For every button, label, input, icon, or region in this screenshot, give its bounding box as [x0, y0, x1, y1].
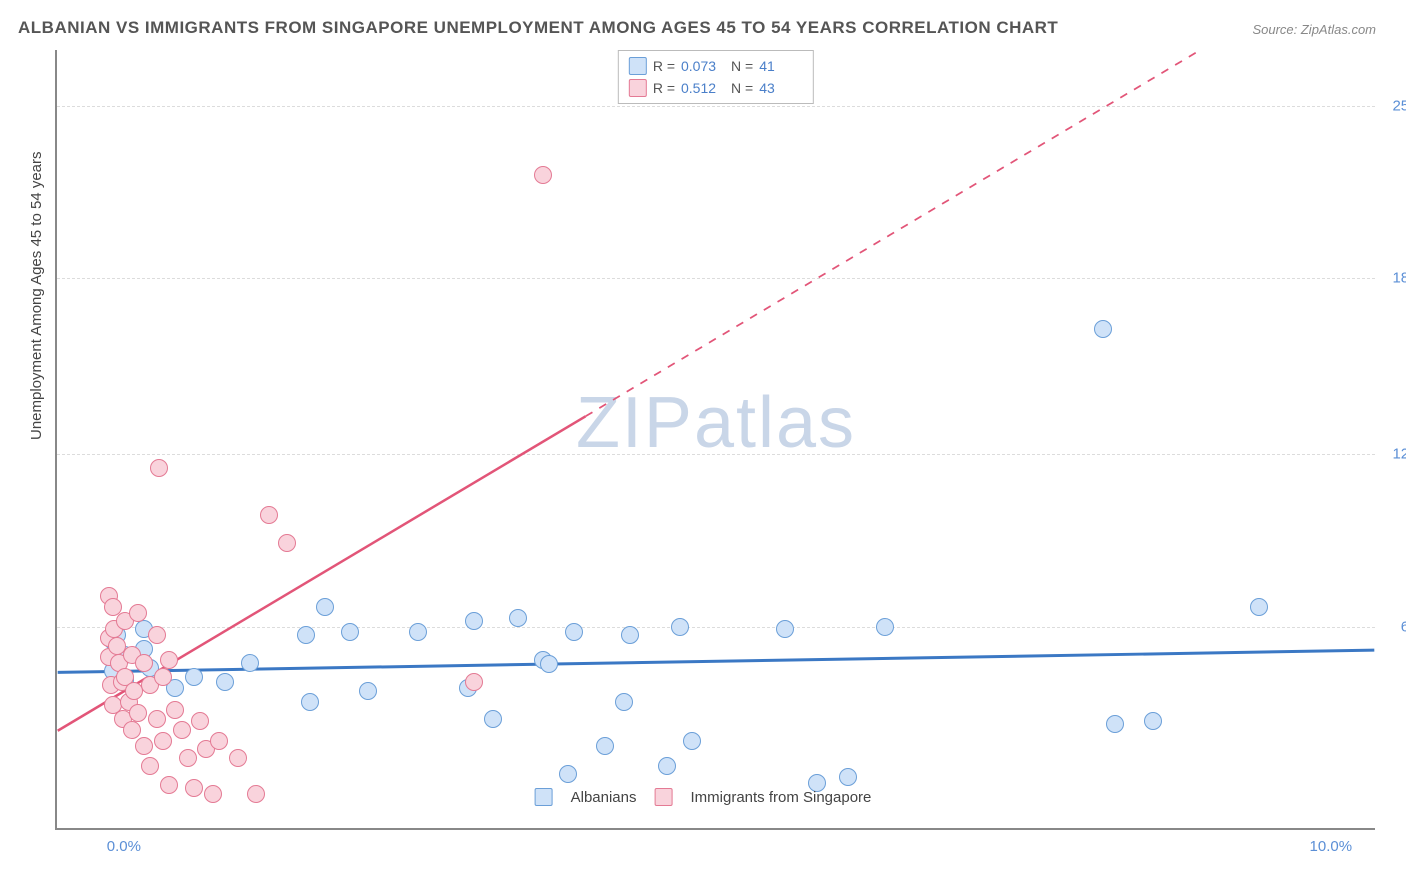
data-point-albanians: [621, 626, 639, 644]
data-point-singapore: [123, 721, 141, 739]
data-point-albanians: [1094, 320, 1112, 338]
data-point-albanians: [301, 693, 319, 711]
data-point-albanians: [241, 654, 259, 672]
data-point-albanians: [484, 710, 502, 728]
r-value-singapore: 0.512: [681, 80, 725, 96]
x-tick-label: 0.0%: [107, 838, 141, 855]
data-point-singapore: [154, 668, 172, 686]
data-point-albanians: [297, 626, 315, 644]
data-point-singapore: [141, 757, 159, 775]
data-point-singapore: [179, 749, 197, 767]
y-axis-label: Unemployment Among Ages 45 to 54 years: [28, 151, 45, 440]
series-legend: Albanians Immigrants from Singapore: [535, 788, 872, 806]
data-point-singapore: [154, 732, 172, 750]
data-point-singapore: [210, 732, 228, 750]
y-tick-label: 18.8%: [1380, 270, 1406, 287]
data-point-singapore: [247, 785, 265, 803]
data-point-albanians: [565, 623, 583, 641]
n-label: N =: [731, 58, 753, 74]
gridline: [57, 106, 1375, 107]
data-point-singapore: [135, 654, 153, 672]
legend-swatch-albanians: [535, 788, 553, 806]
data-point-albanians: [216, 673, 234, 691]
data-point-albanians: [185, 668, 203, 686]
gridline: [57, 454, 1375, 455]
n-value-albanians: 41: [759, 58, 803, 74]
data-point-albanians: [1144, 712, 1162, 730]
data-point-singapore: [191, 712, 209, 730]
r-value-albanians: 0.073: [681, 58, 725, 74]
data-point-albanians: [1106, 715, 1124, 733]
r-label: R =: [653, 80, 675, 96]
data-point-singapore: [148, 710, 166, 728]
data-point-albanians: [409, 623, 427, 641]
data-point-singapore: [129, 604, 147, 622]
legend-swatch-singapore: [654, 788, 672, 806]
data-point-albanians: [359, 682, 377, 700]
plot-area: ZIPatlas R =0.073N =41R =0.512N =43 6.3%…: [55, 50, 1375, 830]
data-point-albanians: [671, 618, 689, 636]
data-point-singapore: [229, 749, 247, 767]
legend-label-singapore: Immigrants from Singapore: [690, 789, 871, 806]
data-point-albanians: [876, 618, 894, 636]
data-point-singapore: [278, 534, 296, 552]
data-point-albanians: [658, 757, 676, 775]
data-point-albanians: [341, 623, 359, 641]
stats-row-albanians: R = 0.073 N = 41: [629, 55, 803, 77]
y-tick-label: 12.5%: [1380, 445, 1406, 462]
y-tick-label: 25.0%: [1380, 97, 1406, 114]
swatch-singapore: [629, 79, 647, 97]
data-point-singapore: [260, 506, 278, 524]
data-point-albanians: [465, 612, 483, 630]
gridline: [57, 278, 1375, 279]
y-tick-label: 6.3%: [1380, 618, 1406, 635]
gridline: [57, 627, 1375, 628]
r-label: R =: [653, 58, 675, 74]
data-point-albanians: [596, 737, 614, 755]
data-point-singapore: [173, 721, 191, 739]
data-point-singapore: [465, 673, 483, 691]
swatch-albanians: [629, 57, 647, 75]
data-point-albanians: [683, 732, 701, 750]
legend-label-albanians: Albanians: [571, 789, 637, 806]
data-point-singapore: [150, 459, 168, 477]
data-point-singapore: [160, 776, 178, 794]
n-value-singapore: 43: [759, 80, 803, 96]
chart-title: ALBANIAN VS IMMIGRANTS FROM SINGAPORE UN…: [18, 18, 1058, 38]
data-point-albanians: [509, 609, 527, 627]
n-label: N =: [731, 80, 753, 96]
trend-lines-layer: [57, 50, 1375, 828]
data-point-singapore: [148, 626, 166, 644]
data-point-singapore: [129, 704, 147, 722]
data-point-albanians: [615, 693, 633, 711]
data-point-singapore: [185, 779, 203, 797]
data-point-albanians: [559, 765, 577, 783]
data-point-albanians: [839, 768, 857, 786]
data-point-albanians: [316, 598, 334, 616]
data-point-singapore: [204, 785, 222, 803]
source-label: Source: ZipAtlas.com: [1252, 22, 1376, 37]
watermark: ZIPatlas: [576, 382, 856, 464]
data-point-singapore: [534, 166, 552, 184]
stats-row-singapore: R = 0.512 N = 43: [629, 77, 803, 99]
data-point-albanians: [776, 620, 794, 638]
data-point-singapore: [166, 701, 184, 719]
stats-legend: R = 0.073 N = 41 R = 0.512 N = 43: [618, 50, 814, 104]
data-point-albanians: [1250, 598, 1268, 616]
x-tick-label: 10.0%: [1310, 838, 1353, 855]
data-point-albanians: [540, 655, 558, 673]
data-point-singapore: [160, 651, 178, 669]
data-point-singapore: [135, 737, 153, 755]
